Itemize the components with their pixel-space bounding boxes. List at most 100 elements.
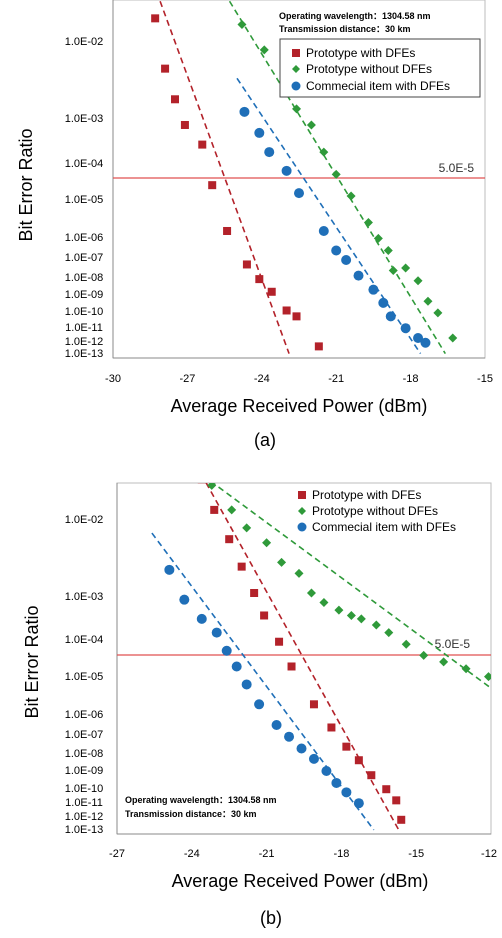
- point-commercial-with-dfes: [254, 127, 265, 138]
- point-prototype-without-dfes: [448, 333, 458, 343]
- x-tick-label: -18: [333, 848, 349, 860]
- point-commercial-with-dfes: [341, 255, 352, 266]
- annotation-wavelength: Operating wavelength：1304.58 nm: [125, 795, 277, 805]
- point-prototype-with-dfes: [354, 756, 363, 765]
- y-tick-label: 1.0E-10: [65, 306, 104, 318]
- fit-line-prototype-with-dfes: [205, 483, 400, 831]
- point-prototype-without-dfes: [346, 610, 356, 620]
- point-prototype-without-dfes: [373, 233, 383, 243]
- x-axis-title-b: Average Received Power (dBm): [172, 871, 429, 891]
- x-tick-labels-b: -27 -24 -21 -18 -15 -12: [109, 848, 497, 860]
- annotation-distance: Transmission distance：30 km: [279, 24, 411, 34]
- legend-marker-circle: [291, 81, 301, 91]
- y-tick-label: 1.0E-10: [65, 783, 104, 795]
- data-points-b: [164, 483, 491, 824]
- point-prototype-without-dfes: [319, 598, 329, 608]
- legend-marker-square: [298, 491, 306, 499]
- fit-lines-b: [151, 483, 491, 831]
- point-commercial-with-dfes: [353, 270, 364, 281]
- point-prototype-with-dfes: [180, 120, 189, 129]
- y-tick-label: 1.0E-07: [65, 252, 104, 264]
- threshold-label-b: 5.0E-5: [435, 637, 471, 651]
- point-commercial-with-dfes: [271, 719, 282, 730]
- point-commercial-with-dfes: [179, 594, 190, 605]
- legend-marker-circle: [297, 522, 307, 532]
- y-tick-labels-a: 1.0E-02 1.0E-03 1.0E-04 1.0E-05 1.0E-06 …: [65, 36, 104, 360]
- point-prototype-without-dfes: [259, 45, 269, 55]
- y-tick-label: 1.0E-12: [65, 811, 104, 823]
- point-prototype-without-dfes: [484, 672, 491, 682]
- point-prototype-with-dfes: [367, 771, 376, 780]
- y-tick-label: 1.0E-05: [65, 194, 104, 206]
- x-tick-label: -12: [481, 848, 497, 860]
- point-prototype-without-dfes: [277, 557, 287, 567]
- chart-b: 1.0E-02 1.0E-03 1.0E-04 1.0E-05 1.0E-06 …: [22, 482, 497, 928]
- point-prototype-with-dfes: [223, 226, 232, 235]
- y-tick-label: 1.0E-12: [65, 336, 104, 348]
- point-commercial-with-dfes: [294, 188, 304, 199]
- x-tick-label: -21: [259, 848, 275, 860]
- point-prototype-with-dfes: [275, 637, 284, 646]
- point-prototype-with-dfes: [267, 287, 276, 296]
- point-prototype-without-dfes: [371, 620, 381, 630]
- point-prototype-without-dfes: [306, 588, 316, 598]
- point-prototype-with-dfes: [237, 562, 246, 571]
- point-prototype-with-dfes: [382, 785, 391, 794]
- y-tick-label: 1.0E-11: [65, 322, 103, 334]
- y-tick-label: 1.0E-06: [65, 232, 104, 244]
- y-axis-title-a: Bit Error Ratio: [16, 128, 36, 241]
- y-tick-label: 1.0E-13: [65, 348, 104, 360]
- legend-label: Prototype with DFEs: [312, 488, 421, 502]
- point-prototype-with-dfes: [287, 662, 296, 671]
- point-prototype-without-dfes: [413, 276, 423, 286]
- fit-line-prototype-with-dfes: [159, 0, 290, 354]
- point-prototype-without-dfes: [439, 657, 449, 667]
- point-commercial-with-dfes: [318, 225, 329, 236]
- x-tick-label: -15: [408, 848, 424, 860]
- point-commercial-with-dfes: [321, 765, 332, 776]
- point-prototype-without-dfes: [207, 483, 217, 490]
- point-commercial-with-dfes: [231, 661, 242, 672]
- point-commercial-with-dfes: [368, 284, 379, 295]
- x-tick-label: -24: [184, 848, 200, 860]
- panel-label-b: (b): [260, 908, 282, 928]
- legend-b: Prototype with DFEs Prototype without DF…: [297, 488, 456, 534]
- point-commercial-with-dfes: [331, 777, 342, 788]
- panel-label-a: (a): [254, 430, 276, 450]
- legend-label: Commecial item with DFEs: [306, 79, 450, 93]
- x-tick-label: -30: [105, 373, 121, 385]
- legend-marker-diamond: [292, 65, 300, 73]
- y-tick-label: 1.0E-02: [65, 514, 104, 526]
- point-prototype-without-dfes: [294, 568, 304, 578]
- point-prototype-with-dfes: [197, 483, 206, 484]
- point-prototype-without-dfes: [401, 639, 411, 649]
- point-commercial-with-dfes: [284, 731, 295, 742]
- point-prototype-without-dfes: [383, 245, 393, 255]
- point-commercial-with-dfes: [164, 564, 175, 575]
- point-prototype-with-dfes: [260, 611, 269, 620]
- x-tick-label: -27: [109, 848, 125, 860]
- y-tick-label: 1.0E-09: [65, 289, 104, 301]
- y-tick-label: 1.0E-09: [65, 765, 104, 777]
- point-commercial-with-dfes: [331, 245, 342, 256]
- point-prototype-without-dfes: [401, 263, 411, 273]
- legend-label: Commecial item with DFEs: [312, 520, 456, 534]
- point-prototype-with-dfes: [198, 140, 207, 149]
- annotation-a: Operating wavelength：1304.58 nm Transmis…: [279, 11, 431, 34]
- point-prototype-without-dfes: [461, 664, 471, 674]
- y-tick-label: 1.0E-07: [65, 729, 104, 741]
- point-prototype-without-dfes: [356, 614, 366, 624]
- point-prototype-with-dfes: [292, 312, 301, 321]
- point-prototype-with-dfes: [397, 815, 406, 824]
- point-prototype-without-dfes: [227, 505, 237, 515]
- y-tick-label: 1.0E-05: [65, 671, 104, 683]
- fit-line-commercial-with-dfes: [151, 532, 375, 831]
- y-tick-label: 1.0E-03: [65, 113, 104, 125]
- point-prototype-without-dfes: [346, 191, 356, 201]
- point-prototype-without-dfes: [334, 605, 344, 615]
- point-prototype-without-dfes: [363, 218, 373, 228]
- point-prototype-without-dfes: [319, 147, 329, 157]
- fit-lines-a: [159, 0, 447, 355]
- point-prototype-with-dfes: [392, 796, 401, 805]
- point-prototype-with-dfes: [161, 64, 170, 73]
